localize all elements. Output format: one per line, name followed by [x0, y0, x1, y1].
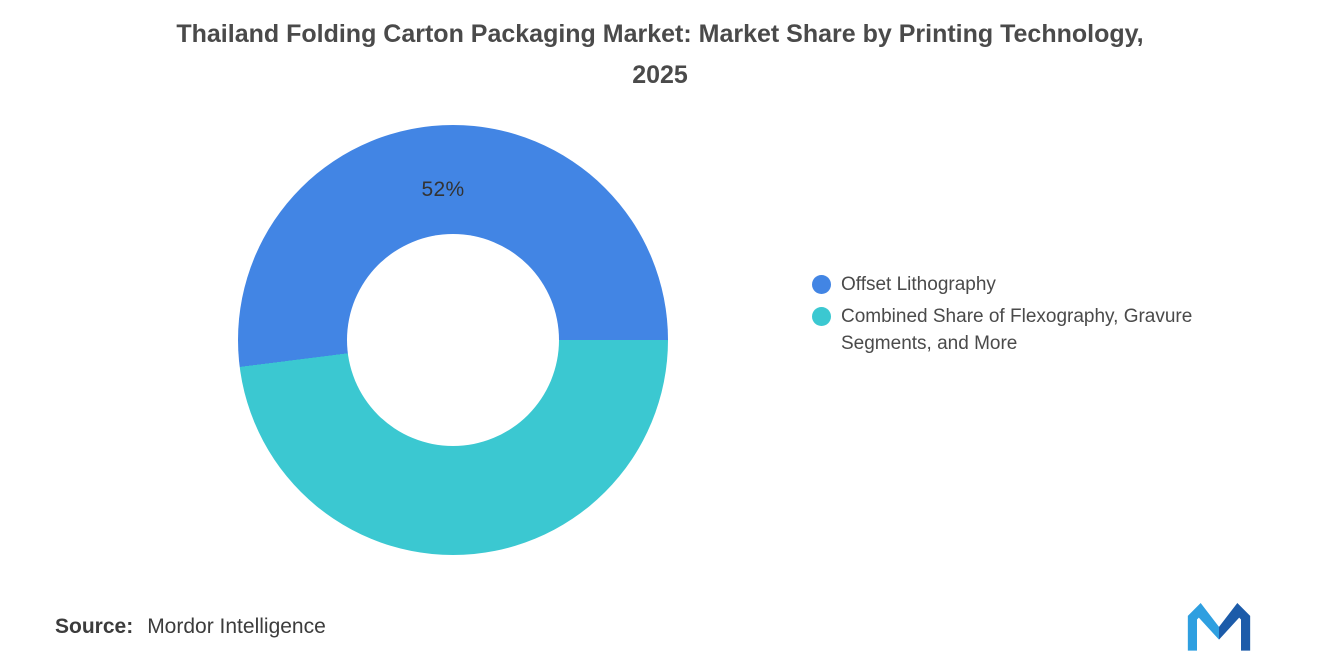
donut-hole: [347, 234, 559, 446]
chart-title: Thailand Folding Carton Packaging Market…: [176, 20, 1144, 89]
source-label: Source:: [55, 615, 134, 638]
mordor-intelligence-logo: [1187, 603, 1251, 651]
legend-label: Offset Lithography: [841, 274, 996, 295]
source-value: Mordor Intelligence: [147, 615, 326, 638]
source-row: Source: Mordor Intelligence: [55, 615, 326, 639]
legend-dot-icon: [812, 307, 831, 326]
donut-chart: 52%: [238, 125, 668, 555]
legend-label: Combined Share of Flexography, Gravure S…: [841, 306, 1193, 354]
legend-dot-icon: [812, 275, 831, 294]
slice-label-offset-lithography: 52%: [421, 178, 465, 201]
legend-item-combined-share: Combined Share of Flexography, Gravure S…: [812, 303, 1261, 357]
legend: Offset Lithography Combined Share of Fle…: [812, 271, 1261, 357]
legend-item-offset-lithography: Offset Lithography: [812, 271, 1261, 298]
